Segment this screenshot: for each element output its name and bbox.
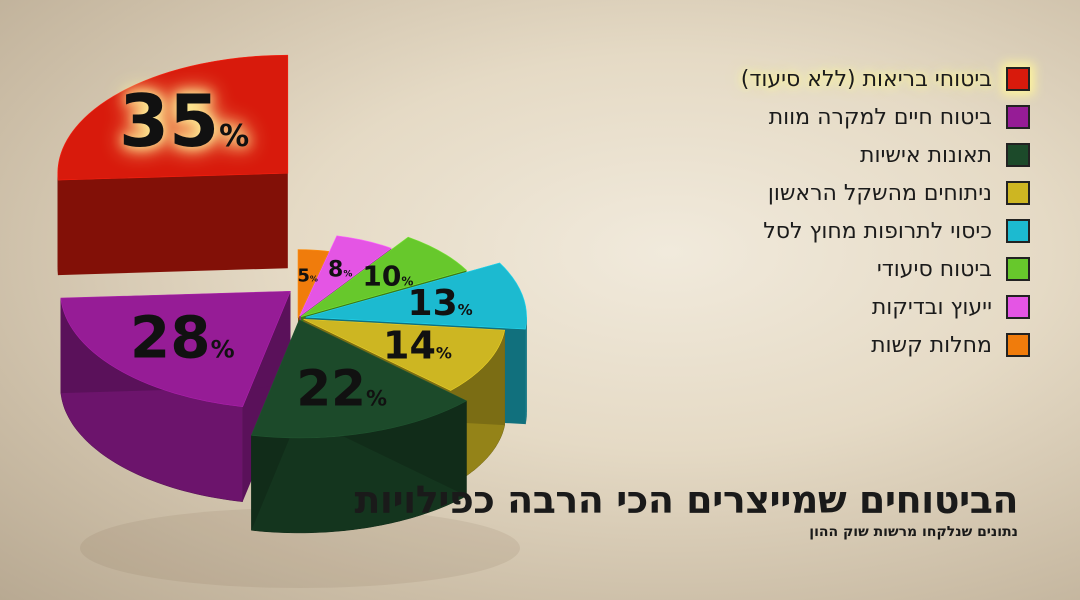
data-label: 10% (362, 260, 413, 293)
legend-item-surgery: ניתוחים מהשקל הראשון (630, 174, 1030, 212)
slice-top (57, 54, 289, 181)
slice-wall (525, 317, 527, 425)
legend-swatch (1006, 181, 1030, 205)
slice-side (58, 173, 288, 276)
legend-swatch (1006, 105, 1030, 129)
legend-swatch (1006, 67, 1030, 91)
slice-top (299, 235, 392, 317)
legend-label: מחלות קשות (871, 332, 992, 358)
legend-item-critical-illness: מחלות קשות (630, 326, 1030, 364)
legend-label: ייעוץ ובדיקות (871, 294, 992, 320)
legend-label: כיסוי לתרופות מחוץ לסל (763, 218, 992, 244)
slice-top (300, 236, 468, 317)
legend-swatch (1006, 333, 1030, 357)
legend-swatch (1006, 257, 1030, 281)
slice-top (305, 262, 527, 330)
legend-item-accidents: תאונות אישיות (630, 136, 1030, 174)
legend-item-health: ביטוחי בריאות (ללא סיעוד) (630, 60, 1030, 98)
pie-slice (250, 319, 468, 534)
chart-title: הביטוחים שמייצרים הכי הרבה כפילויות (354, 478, 1018, 522)
chart-subtitle: נתונים שנלקחו מרשות שוק ההון (809, 524, 1018, 540)
data-label: 13% (408, 283, 473, 324)
legend-label: ביטוח סיעודי (876, 256, 992, 282)
data-label: 35% (119, 79, 249, 163)
legend-swatch (1006, 219, 1030, 243)
slice-top (250, 319, 468, 439)
legend-label: ביטוחי בריאות (ללא סיעוד) (740, 66, 992, 92)
data-label: 22% (296, 360, 387, 418)
pie-slice (60, 290, 291, 502)
legend: ביטוחי בריאות (ללא סיעוד) ביטוח חיים למק… (630, 60, 1030, 364)
data-label: 8% (328, 257, 352, 282)
legend-swatch (1006, 143, 1030, 167)
legend-label: ביטוח חיים למקרה מוות (768, 104, 992, 130)
slice-top (60, 290, 291, 408)
pie-slice (57, 54, 289, 276)
legend-item-consulting: ייעוץ ובדיקות (630, 288, 1030, 326)
data-label: 28% (130, 304, 235, 372)
slice-top (297, 249, 330, 319)
legend-item-nursing: ביטוח סיעודי (630, 250, 1030, 288)
legend-item-drugs: כיסוי לתרופות מחוץ לסל (630, 212, 1030, 250)
slice-top (303, 318, 506, 391)
data-label: 14% (383, 323, 452, 367)
legend-swatch (1006, 295, 1030, 319)
pie-reflection (80, 508, 520, 588)
legend-item-life: ביטוח חיים למקרה מוות (630, 98, 1030, 136)
legend-label: תאונות אישיות (860, 142, 992, 168)
legend-label: ניתוחים מהשקל הראשון (767, 180, 992, 206)
data-label: 5% (297, 266, 318, 287)
